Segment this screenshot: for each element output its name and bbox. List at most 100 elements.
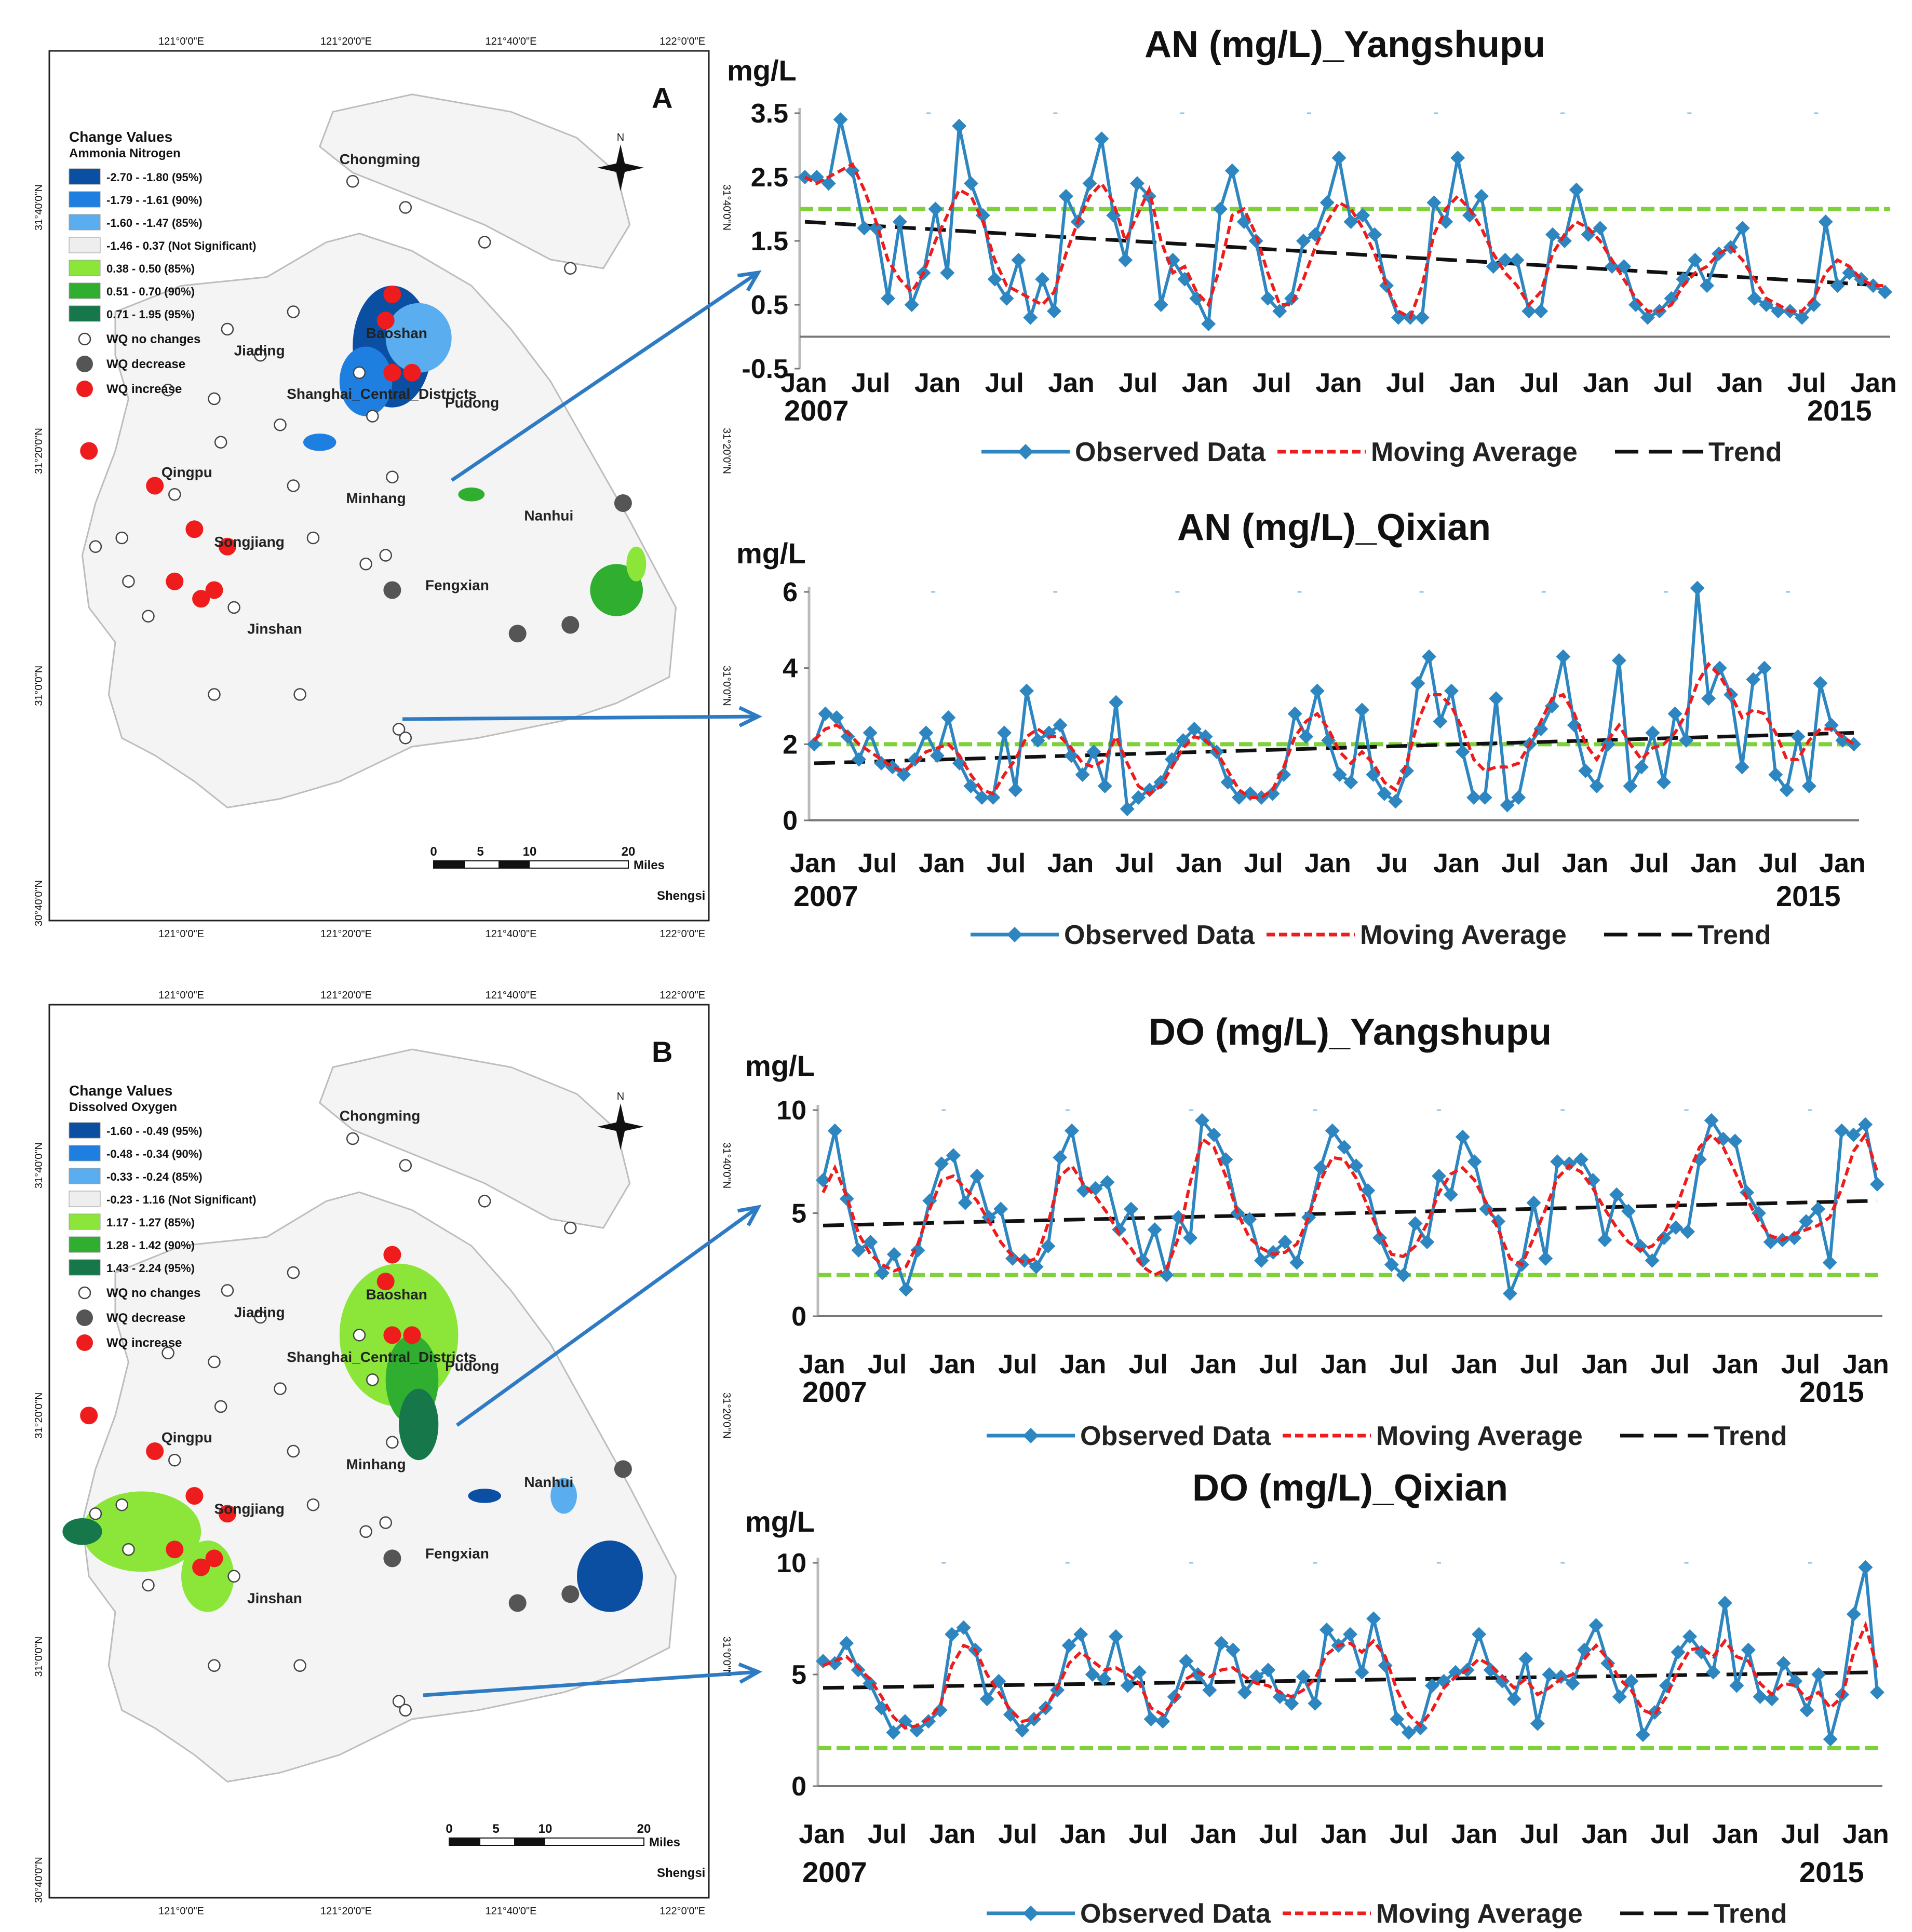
observed-point bbox=[1489, 691, 1504, 706]
legend-class-label: 0.71 - 1.95 (95%) bbox=[106, 308, 195, 321]
map-panel-b: 121°0'0"E 121°20'0"E 121°40'0"E 122°0'0"E 12… bbox=[33, 990, 732, 1917]
panel-letter: A bbox=[652, 82, 672, 114]
wq-no-change-marker bbox=[399, 1159, 412, 1172]
coord-label-top: 121°20'0"E bbox=[320, 36, 372, 47]
x-tick-label: Jan bbox=[914, 368, 961, 398]
observed-point bbox=[1289, 1255, 1304, 1270]
observed-point bbox=[1578, 763, 1593, 778]
observed-point bbox=[941, 710, 956, 725]
observed-point bbox=[974, 790, 989, 805]
wq-decrease-marker bbox=[508, 625, 527, 643]
chart-title: DO (mg/L)_Yangshupu bbox=[1149, 1011, 1552, 1053]
observed-point bbox=[1846, 1127, 1861, 1142]
wq-increase-marker bbox=[218, 1505, 236, 1523]
legend-swatch bbox=[69, 260, 101, 276]
x-tick-label: Jul bbox=[1501, 848, 1540, 879]
observed-point bbox=[1640, 310, 1655, 325]
observed-point bbox=[964, 176, 978, 191]
observed-point bbox=[1261, 1663, 1276, 1678]
wq-no-change-marker bbox=[89, 1507, 102, 1520]
district-label: Shanghai_Central_Districts bbox=[287, 1349, 477, 1365]
observed-point bbox=[1645, 725, 1660, 740]
observed-point bbox=[1120, 802, 1135, 816]
y-axis-label: mg/L bbox=[727, 54, 797, 87]
district-label: Shanghai_Central_Districts bbox=[287, 386, 477, 402]
x-tick-label: Jan bbox=[1449, 368, 1496, 398]
x-tick-label: Jul bbox=[1787, 368, 1826, 398]
observed-point bbox=[1605, 259, 1620, 274]
wq-no-change-marker bbox=[366, 1373, 379, 1386]
observed-point bbox=[1201, 316, 1216, 331]
x-tick-label: Jan bbox=[1717, 368, 1763, 398]
observed-point bbox=[1343, 775, 1358, 790]
coord-label-top: 122°0'0"E bbox=[659, 36, 705, 47]
district-label: Chongming bbox=[340, 151, 421, 167]
observed-point bbox=[1396, 1267, 1411, 1282]
observed-point bbox=[1130, 176, 1144, 191]
legend-moving-avg-label: Moving Average bbox=[1376, 1421, 1583, 1451]
observed-point bbox=[1331, 151, 1347, 166]
observed-point bbox=[1296, 1669, 1311, 1684]
observed-point bbox=[1682, 1629, 1698, 1644]
wq-no-change-marker bbox=[115, 1498, 128, 1511]
wq-no-change-marker bbox=[386, 470, 399, 483]
x-tick-label: Jan bbox=[1433, 848, 1480, 879]
district-label: Songjiang bbox=[214, 1501, 285, 1517]
observed-point bbox=[1310, 683, 1325, 698]
observed-point bbox=[807, 737, 822, 752]
observed-point bbox=[1565, 1676, 1580, 1691]
legend-trend-label: Trend bbox=[1714, 1421, 1787, 1451]
observed-point bbox=[1237, 1685, 1252, 1700]
district-label: Minhang bbox=[346, 1456, 406, 1472]
legend-point-label: WQ increase bbox=[106, 382, 182, 396]
observed-point bbox=[1688, 252, 1703, 267]
observed-point bbox=[1120, 1678, 1135, 1693]
wq-no-change-marker bbox=[89, 540, 102, 553]
wq-no-change-marker bbox=[399, 1704, 412, 1717]
observed-point bbox=[1557, 234, 1572, 248]
observed-point bbox=[904, 298, 919, 312]
x-tick-label: Jan bbox=[780, 368, 827, 398]
observed-point bbox=[1097, 1671, 1112, 1686]
observed-point bbox=[970, 1169, 985, 1184]
observed-point bbox=[898, 1282, 913, 1297]
wq-increase-marker bbox=[185, 1487, 204, 1505]
wq-no-change-marker bbox=[214, 1400, 227, 1413]
observed-point bbox=[1433, 714, 1448, 729]
legend-swatch bbox=[69, 305, 101, 322]
wq-increase-marker bbox=[146, 477, 164, 495]
legend-class-label: 1.43 - 2.24 (95%) bbox=[106, 1262, 195, 1275]
observed-point bbox=[1717, 1596, 1732, 1611]
wq-no-change-marker bbox=[227, 601, 240, 614]
north-arrow-icon bbox=[597, 1122, 644, 1132]
change-area bbox=[181, 1541, 234, 1612]
observed-point bbox=[1206, 1127, 1221, 1142]
legend-swatch bbox=[69, 1168, 101, 1184]
observed-point bbox=[1220, 775, 1235, 790]
wq-no-change-marker bbox=[293, 688, 306, 701]
observed-point bbox=[1467, 1154, 1482, 1169]
observed-point bbox=[1795, 310, 1809, 325]
legend-observed-marker bbox=[1007, 927, 1022, 942]
connector-arrow bbox=[455, 1206, 760, 1427]
observed-point bbox=[1035, 272, 1050, 287]
observed-point bbox=[1542, 1667, 1557, 1682]
observed-point bbox=[1366, 1611, 1381, 1626]
observed-point bbox=[1029, 1259, 1044, 1274]
x-tick-label: Jul bbox=[1115, 848, 1154, 879]
observed-point bbox=[1296, 234, 1311, 248]
observed-point bbox=[1047, 304, 1061, 319]
y-tick-label: 3.5 bbox=[751, 99, 788, 129]
x-tick-label: Jul bbox=[985, 368, 1024, 398]
observed-point bbox=[1657, 775, 1672, 790]
legend-observed-marker bbox=[1018, 444, 1033, 460]
district-label: Minhang bbox=[346, 490, 406, 506]
observed-point bbox=[933, 1703, 948, 1718]
observed-point bbox=[1526, 1195, 1541, 1210]
wq-no-change-marker bbox=[221, 322, 234, 336]
x-tick-label: Jan bbox=[1690, 848, 1737, 879]
observed-point bbox=[1518, 1651, 1533, 1666]
legend-class-label: 0.51 - 0.70 (90%) bbox=[106, 285, 195, 298]
observed-point bbox=[1701, 691, 1716, 706]
x-tick-label: Jul bbox=[868, 1349, 907, 1380]
